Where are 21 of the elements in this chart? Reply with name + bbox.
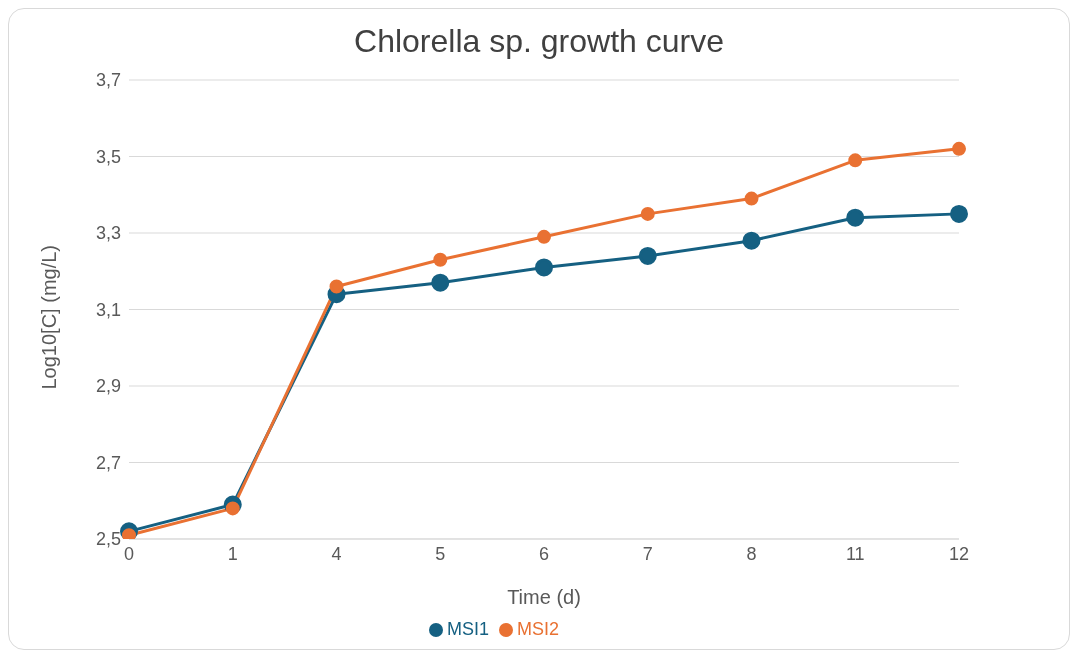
y-axis-title: Log10[C] (mg/L) [38, 244, 61, 390]
x-tick-label: 12 [948, 543, 970, 564]
x-tick-label: 8 [746, 543, 757, 564]
y-tick-label: 3,5 [95, 146, 121, 167]
x-tick-label: 6 [538, 543, 550, 564]
x-tick-label: 11 [845, 543, 865, 564]
y-tick-label: 2,5 [95, 529, 121, 550]
x-tick-label: 0 [123, 543, 135, 564]
y-tick-label: 3,1 [95, 299, 121, 320]
y-tick-label: 3,7 [95, 70, 121, 91]
chart-title: Chlorella sp. growth curve [353, 23, 725, 60]
x-axis-title: Time (d) [507, 586, 581, 608]
y-tick-label: 2,7 [95, 452, 121, 473]
x-tick-label: 1 [227, 543, 238, 564]
legend-label: MSI1 [446, 619, 489, 639]
y-tick-label: 3,3 [95, 223, 121, 244]
legend-label: MSI2 [517, 619, 560, 639]
x-tick-label: 7 [642, 543, 653, 564]
x-tick-label: 5 [435, 543, 446, 564]
x-tick-label: 4 [331, 543, 342, 564]
y-tick-label: 2,9 [95, 376, 121, 397]
